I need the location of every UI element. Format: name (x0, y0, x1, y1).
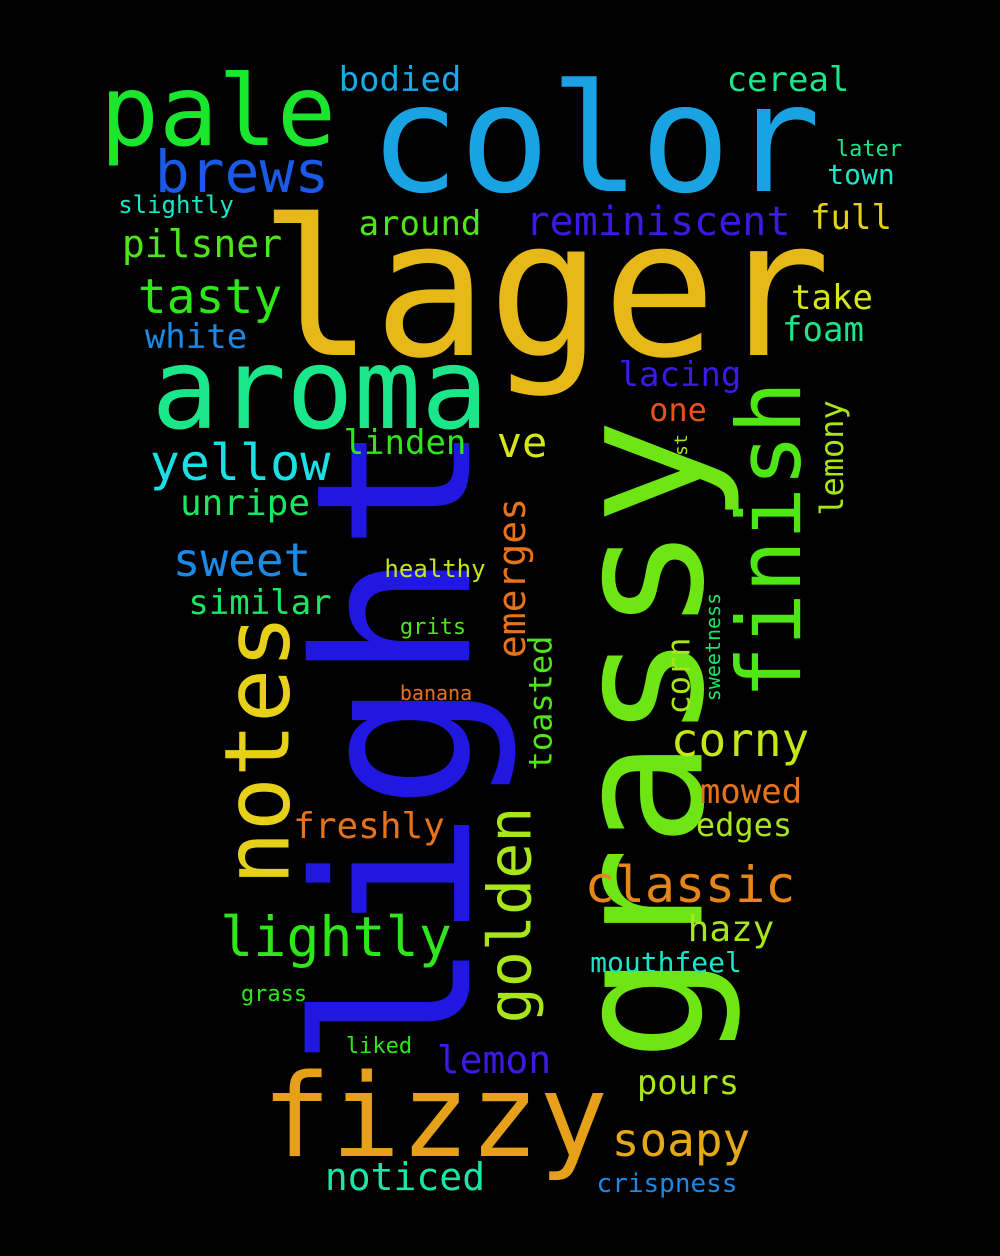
word-edges: edges (695, 806, 793, 844)
word-grits: grits (399, 615, 467, 640)
word-slightly: slightly (118, 191, 234, 219)
word-lager: lager (259, 179, 831, 400)
word-town: town (827, 158, 895, 191)
word-lacing: lacing (618, 355, 742, 395)
word-lightly: lightly (220, 904, 452, 969)
word-linden: linden (343, 423, 467, 463)
word-pilsner: pilsner (121, 222, 283, 266)
word-similar: similar (188, 583, 332, 623)
word-tasty: tasty (137, 269, 283, 325)
word-mowed: mowed (699, 772, 803, 812)
word-unripe: unripe (179, 483, 311, 524)
word-noticed: noticed (324, 1155, 486, 1199)
word-around: around (358, 204, 482, 244)
word-pours: pours (636, 1063, 740, 1103)
word-light: light (269, 421, 521, 1069)
word-soapy: soapy (611, 1113, 751, 1167)
word-pale: pale (99, 55, 336, 169)
word-take: take (791, 278, 873, 318)
word-white: white (144, 317, 248, 357)
word-lemony: lemony (813, 400, 851, 516)
word-lemon: lemon (436, 1038, 552, 1082)
word-sweet: sweet (172, 533, 312, 587)
word-yellow: yellow (149, 434, 331, 492)
word-hazy: hazy (687, 909, 775, 950)
word-toasted: toasted (520, 635, 559, 771)
word-cereal: cereal (726, 60, 850, 100)
word-liked: liked (345, 1034, 413, 1059)
word-freshly: freshly (293, 806, 445, 847)
word-brews: brews (154, 138, 330, 206)
word-fizzy: fizzy (261, 1049, 609, 1184)
word-golden: golden (475, 806, 545, 1024)
word-bodied: bodied (338, 60, 462, 100)
word-mouthfeel: mouthfeel (590, 946, 742, 979)
word-classic: classic (584, 856, 796, 914)
word-sweetness: sweetness (701, 592, 725, 702)
word-healthy: healthy (384, 555, 486, 583)
word-corny: corny (670, 713, 810, 767)
word-foam: foam (782, 310, 864, 350)
word-ve: ve (496, 418, 548, 467)
word-notes: notes (205, 614, 310, 886)
word-corn: corn (660, 637, 698, 715)
word-banana: banana (399, 681, 473, 705)
word-finish: finish (717, 381, 821, 699)
word-full: full (810, 198, 892, 238)
word-color: color (369, 53, 821, 227)
word-reminiscent: reminiscent (525, 199, 791, 245)
word-one: one (649, 391, 707, 429)
word-crispness: crispness (596, 1169, 738, 1199)
word-later: later (835, 137, 903, 162)
word-emerges: emerges (490, 497, 534, 659)
word-st: st (671, 434, 692, 456)
word-aroma: aroma (151, 325, 489, 455)
word-grass: grass (240, 982, 308, 1007)
